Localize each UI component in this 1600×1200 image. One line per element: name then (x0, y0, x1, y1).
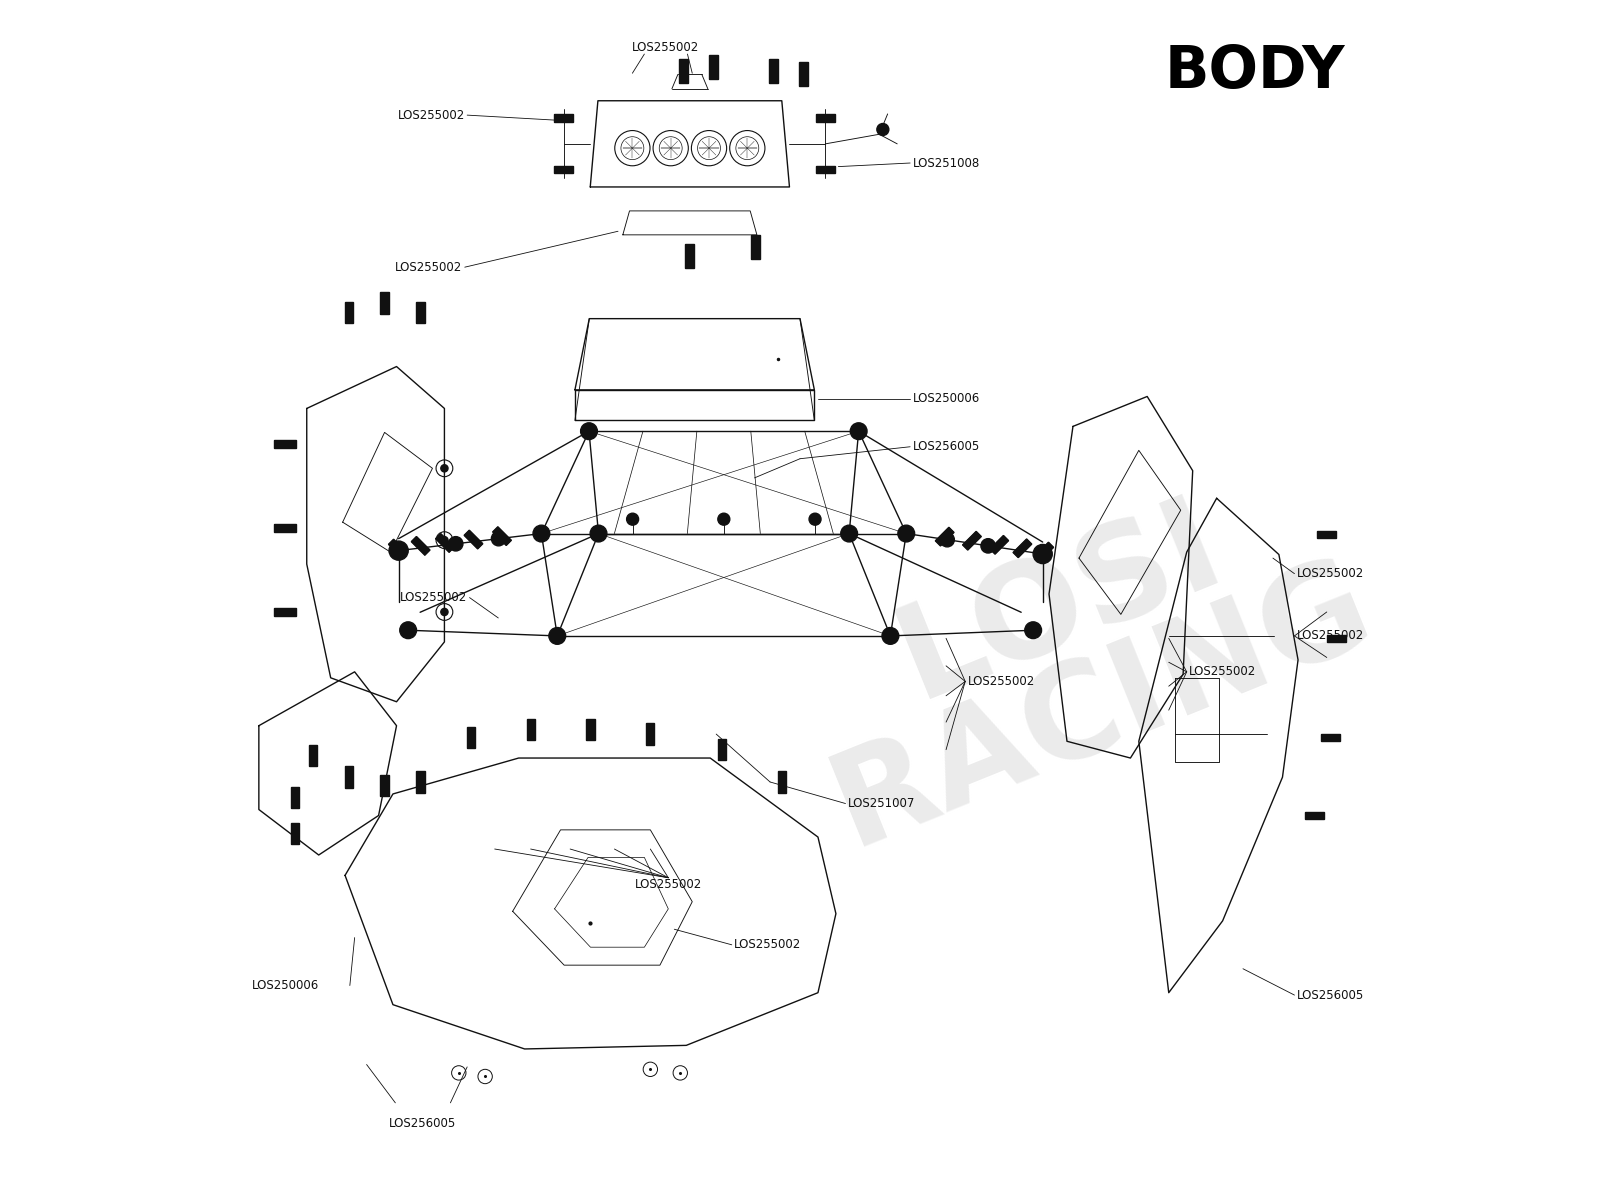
Polygon shape (586, 719, 595, 740)
Circle shape (533, 526, 550, 542)
Text: BODY: BODY (1165, 43, 1344, 101)
Polygon shape (275, 440, 296, 449)
Circle shape (627, 514, 638, 526)
Circle shape (491, 532, 506, 546)
Polygon shape (646, 724, 654, 745)
Polygon shape (750, 235, 760, 259)
Polygon shape (275, 524, 296, 533)
Polygon shape (709, 55, 718, 79)
Text: LOS255002: LOS255002 (1298, 630, 1365, 642)
Circle shape (1034, 545, 1053, 564)
Text: LOS250006: LOS250006 (912, 392, 979, 406)
Polygon shape (798, 62, 808, 86)
Polygon shape (680, 59, 688, 83)
Circle shape (590, 526, 606, 542)
Polygon shape (990, 535, 1008, 554)
Text: LOS255002: LOS255002 (635, 877, 702, 890)
Polygon shape (291, 787, 299, 809)
Polygon shape (1320, 734, 1339, 742)
Circle shape (877, 124, 890, 136)
Circle shape (718, 514, 730, 526)
Circle shape (442, 464, 448, 472)
Polygon shape (1035, 542, 1054, 560)
Polygon shape (1326, 635, 1346, 642)
Text: LOS255002: LOS255002 (1189, 665, 1256, 678)
Circle shape (400, 622, 416, 638)
Polygon shape (1306, 812, 1325, 820)
Text: LOS255002: LOS255002 (1298, 568, 1365, 580)
Polygon shape (493, 527, 512, 546)
Polygon shape (344, 302, 352, 324)
Text: LOS255002: LOS255002 (632, 41, 699, 54)
Polygon shape (435, 534, 454, 552)
Polygon shape (816, 114, 835, 121)
Circle shape (939, 533, 954, 547)
Polygon shape (291, 823, 299, 845)
Polygon shape (554, 166, 573, 173)
Polygon shape (309, 745, 317, 767)
Text: LOS255002: LOS255002 (968, 674, 1035, 688)
Text: LOS255002: LOS255002 (395, 260, 462, 274)
Polygon shape (554, 114, 573, 121)
Text: LOS255002: LOS255002 (400, 592, 467, 604)
Circle shape (898, 526, 915, 542)
Polygon shape (416, 772, 424, 793)
Circle shape (882, 628, 899, 644)
Polygon shape (778, 772, 786, 793)
Polygon shape (381, 775, 389, 797)
Polygon shape (381, 293, 389, 314)
Circle shape (1024, 622, 1042, 638)
Text: LOS251007: LOS251007 (848, 797, 915, 810)
Text: LOS256005: LOS256005 (1298, 989, 1365, 1002)
Circle shape (981, 539, 995, 553)
Polygon shape (389, 539, 406, 558)
Circle shape (389, 541, 408, 560)
Polygon shape (816, 166, 835, 173)
Circle shape (448, 536, 462, 551)
Polygon shape (936, 527, 954, 546)
Circle shape (549, 628, 566, 644)
Text: LOS250006: LOS250006 (251, 979, 318, 992)
Circle shape (442, 536, 448, 544)
Polygon shape (1013, 539, 1032, 558)
Circle shape (442, 608, 448, 616)
Text: LOS256005: LOS256005 (912, 440, 979, 454)
Circle shape (840, 526, 858, 542)
Text: LOS255002: LOS255002 (734, 938, 802, 952)
Polygon shape (963, 532, 981, 550)
Text: LOSI
RACING: LOSI RACING (773, 437, 1390, 871)
Circle shape (581, 422, 597, 439)
Polygon shape (467, 727, 475, 749)
Circle shape (850, 422, 867, 439)
Polygon shape (416, 302, 424, 324)
Polygon shape (718, 739, 726, 761)
Polygon shape (344, 767, 352, 788)
Polygon shape (275, 608, 296, 616)
Circle shape (810, 514, 821, 526)
Polygon shape (464, 530, 483, 548)
Text: LOS256005: LOS256005 (389, 1117, 456, 1130)
Polygon shape (526, 719, 534, 740)
Polygon shape (1317, 530, 1336, 538)
Polygon shape (770, 59, 778, 83)
Text: LOS255002: LOS255002 (397, 109, 464, 121)
Polygon shape (411, 536, 430, 556)
Text: LOS251008: LOS251008 (912, 156, 979, 169)
Polygon shape (685, 245, 694, 269)
